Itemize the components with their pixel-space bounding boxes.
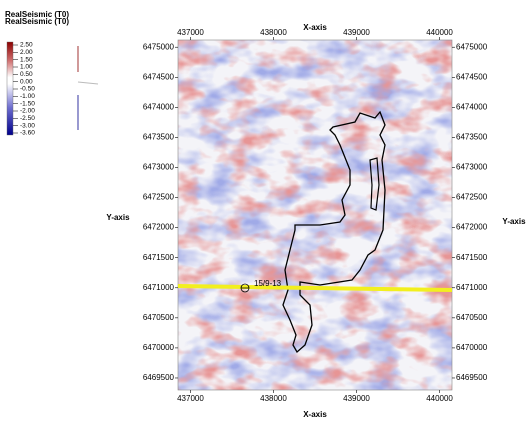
y-tick-label-right: 6470000 [456,343,488,352]
y-axis-title-left: Y-axis [106,213,130,222]
y-axis-title-right: Y-axis [502,217,526,226]
y-tick-label-left: 6471000 [143,283,175,292]
x-axis-title-bottom: X-axis [303,410,327,419]
colorbar-label: -1.50 [20,100,35,107]
y-tick-label-left: 6473000 [143,163,175,172]
y-tick-label-right: 6470500 [456,313,488,322]
colorbar-label: 1.50 [20,56,33,63]
x-tick-label-top: 440000 [426,28,453,37]
colorbar-label: -3.00 [20,122,35,129]
colorbar-label: -3.60 [20,130,35,137]
colorbar-label: 2.00 [20,49,33,56]
y-tick-label-right: 6473000 [456,163,488,172]
y-tick-label-right: 6472000 [456,223,488,232]
y-tick-label-left: 6472500 [143,193,175,202]
colorbar-label: 1.00 [20,64,33,71]
y-tick-label-left: 6475000 [143,42,175,51]
y-tick-label-left: 6474000 [143,102,175,111]
y-tick-label-right: 6474500 [456,72,488,81]
y-tick-label-left: 6472000 [143,223,175,232]
y-tick-label-right: 6474000 [456,102,488,111]
colorbar [7,42,13,135]
y-tick-label-left: 6471500 [143,253,175,262]
colorbar-label: -0.50 [20,86,35,93]
y-tick-label-right: 6475000 [456,42,488,51]
x-tick-label-bottom: 437000 [177,394,204,403]
y-tick-label-left: 6470000 [143,343,175,352]
y-tick-label-left: 6469500 [143,373,175,382]
colorbar-label: -2.50 [20,115,35,122]
y-tick-label-right: 6472500 [456,193,488,202]
y-tick-label-left: 6470500 [143,313,175,322]
colorbar-label: -2.00 [20,108,35,115]
colorbar-subtitle: RealSeismic (T0) [5,17,69,26]
colorbar-label: 2.50 [20,42,33,49]
x-tick-label-bottom: 440000 [426,394,453,403]
colorbar-label: 0.50 [20,71,33,78]
colorbar-label: -1.00 [20,93,35,100]
y-tick-label-right: 6473500 [456,133,488,142]
x-tick-label-top: 437000 [177,28,204,37]
x-tick-label-bottom: 438000 [260,394,287,403]
x-tick-label-top: 439000 [343,28,370,37]
y-tick-label-right: 6469500 [456,373,488,382]
x-tick-label-top: 438000 [260,28,287,37]
screen: 15/9-13 RealSeismic (T0) RealSeismic (T0… [0,0,528,425]
x-tick-label-bottom: 439000 [343,394,370,403]
y-tick-label-left: 6473500 [143,133,175,142]
y-tick-label-right: 6471500 [456,253,488,262]
well-label: 15/9-13 [254,279,282,288]
colorbar-label: 0.00 [20,78,33,85]
seismic-positive [178,40,452,390]
y-tick-label-right: 6471000 [456,283,488,292]
y-tick-label-left: 6474500 [143,72,175,81]
x-axis-title-top: X-axis [303,23,327,32]
